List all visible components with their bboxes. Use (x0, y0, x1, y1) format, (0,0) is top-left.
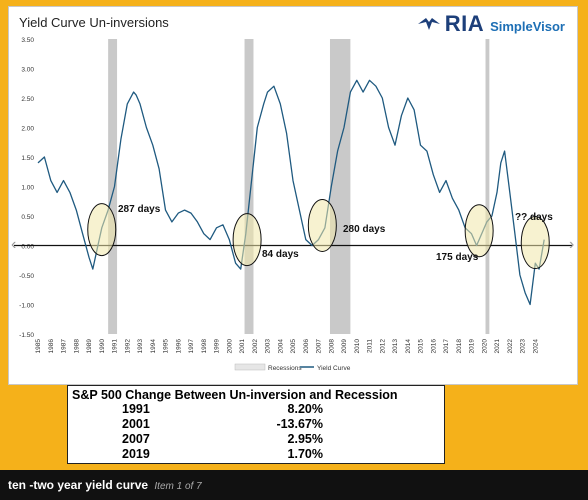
recession-band (329, 39, 351, 334)
x-tick-label: 2007 (316, 339, 323, 354)
x-tick-label: 1998 (201, 339, 208, 354)
x-tick-label: 1987 (61, 339, 68, 354)
x-tick-label: 2006 (303, 339, 310, 354)
x-tick-label: 2005 (290, 339, 297, 354)
chart-title: Yield Curve Un-inversions (19, 15, 169, 30)
x-tick-label: 2014 (405, 339, 412, 354)
x-tick-label: 2001 (239, 339, 246, 354)
logo-brand: RIA (444, 11, 485, 36)
annotation-label: 175 days (436, 252, 479, 263)
logo-sub: SimpleVisor (490, 18, 565, 34)
x-tick-label: 2017 (443, 339, 450, 354)
x-tick-label: 2002 (252, 339, 259, 354)
table-year: 2007 (122, 432, 150, 446)
highlight-ellipse (464, 204, 494, 258)
caption: ten -two year yield curve Item 1 of 7 (8, 478, 202, 492)
highlight-ellipse (307, 198, 337, 252)
highlight-ellipse (87, 203, 117, 257)
x-tick-label: 2013 (392, 339, 399, 354)
table-row: 2007 2.95% (68, 432, 444, 447)
y-tick-label: 3.00 (21, 67, 34, 74)
x-tick-label: 2018 (456, 339, 463, 354)
x-tick-label: 2023 (520, 339, 527, 354)
x-tick-label: 1994 (150, 339, 157, 354)
y-tick-label: -1.00 (19, 303, 34, 310)
y-tick-label: 2.50 (21, 96, 34, 103)
y-tick-label: 0.00 (21, 244, 34, 251)
y-tick-label: 2.00 (21, 126, 34, 133)
x-tick-label: 1990 (99, 339, 106, 354)
x-tick-label: 2022 (507, 339, 514, 354)
table-row: 2019 1.70% (68, 447, 444, 462)
x-tick-label: 2009 (341, 339, 348, 354)
caption-title: ten -two year yield curve (8, 478, 149, 492)
sp500-table: S&P 500 Change Between Un-inversion and … (67, 385, 445, 464)
x-tick-label: 2020 (481, 339, 488, 354)
x-tick-label: 2016 (430, 339, 437, 354)
y-tick-label: -0.50 (19, 273, 34, 280)
x-tick-label: 1992 (124, 339, 131, 354)
next-arrow[interactable]: › (569, 236, 575, 253)
legend-yield-label: Yield Curve (317, 365, 351, 372)
prev-arrow[interactable]: ‹ (11, 236, 17, 253)
recession-band (485, 39, 490, 334)
highlight-ellipse (520, 216, 550, 270)
x-tick-label: 2011 (367, 339, 374, 353)
annotation-label: 84 days (262, 249, 299, 260)
y-tick-label: 0.50 (21, 214, 34, 221)
table-value: 8.20% (287, 402, 323, 416)
x-tick-label: 1995 (163, 339, 170, 354)
x-tick-label: 1986 (48, 339, 55, 354)
table-row: 1991 8.20% (68, 402, 444, 417)
x-tick-label: 2021 (494, 339, 501, 354)
y-tick-label: -1.50 (19, 332, 34, 339)
caption-bar: ten -two year yield curve Item 1 of 7 (0, 470, 588, 500)
x-tick-label: 2004 (277, 339, 284, 354)
x-tick-label: 1993 (137, 339, 144, 354)
x-tick-label: 1999 (214, 339, 221, 354)
chart-frame: Yield Curve Un-inversions RIA SimpleViso… (8, 6, 578, 385)
x-tick-label: 2024 (532, 339, 539, 354)
annotation-label: 280 days (343, 224, 386, 235)
recession-band (244, 39, 254, 334)
x-tick-label: 2012 (379, 339, 386, 354)
x-tick-label: 1989 (86, 339, 93, 354)
table-row: 2001 -13.67% (68, 417, 444, 432)
table-value: -13.67% (276, 417, 323, 431)
x-tick-label: 2019 (469, 339, 476, 354)
x-tick-label: 1996 (175, 339, 182, 354)
table-year: 2019 (122, 447, 150, 461)
x-tick-label: 2008 (328, 339, 335, 354)
table-title: S&P 500 Change Between Un-inversion and … (72, 388, 398, 402)
legend-recession-swatch (234, 363, 266, 371)
highlight-ellipse (232, 213, 262, 267)
x-tick-label: 2010 (354, 339, 361, 354)
table-value: 1.70% (287, 447, 323, 461)
x-tick-label: 1997 (188, 339, 195, 354)
table-value: 2.95% (287, 432, 323, 446)
legend-recession-label: Recessions (268, 365, 302, 372)
table-year: 1991 (122, 402, 150, 416)
eagle-icon (417, 18, 440, 30)
y-tick-label: 1.00 (21, 185, 34, 192)
annotation-label: 287 days (118, 204, 161, 215)
y-tick-label: 3.50 (21, 37, 34, 44)
recession-band (108, 39, 118, 334)
x-tick-label: 1991 (112, 339, 119, 354)
x-tick-label: 2000 (226, 339, 233, 354)
annotation-label: ?? days (515, 212, 553, 223)
x-tick-label: 1985 (35, 339, 42, 354)
table-year: 2001 (122, 417, 150, 431)
caption-item-count: Item 1 of 7 (154, 481, 202, 492)
y-tick-label: 1.50 (21, 155, 34, 162)
x-tick-label: 1988 (73, 339, 80, 354)
ria-logo: RIA SimpleVisor (416, 11, 565, 37)
x-tick-label: 2003 (265, 339, 272, 354)
x-tick-label: 2015 (418, 339, 425, 354)
